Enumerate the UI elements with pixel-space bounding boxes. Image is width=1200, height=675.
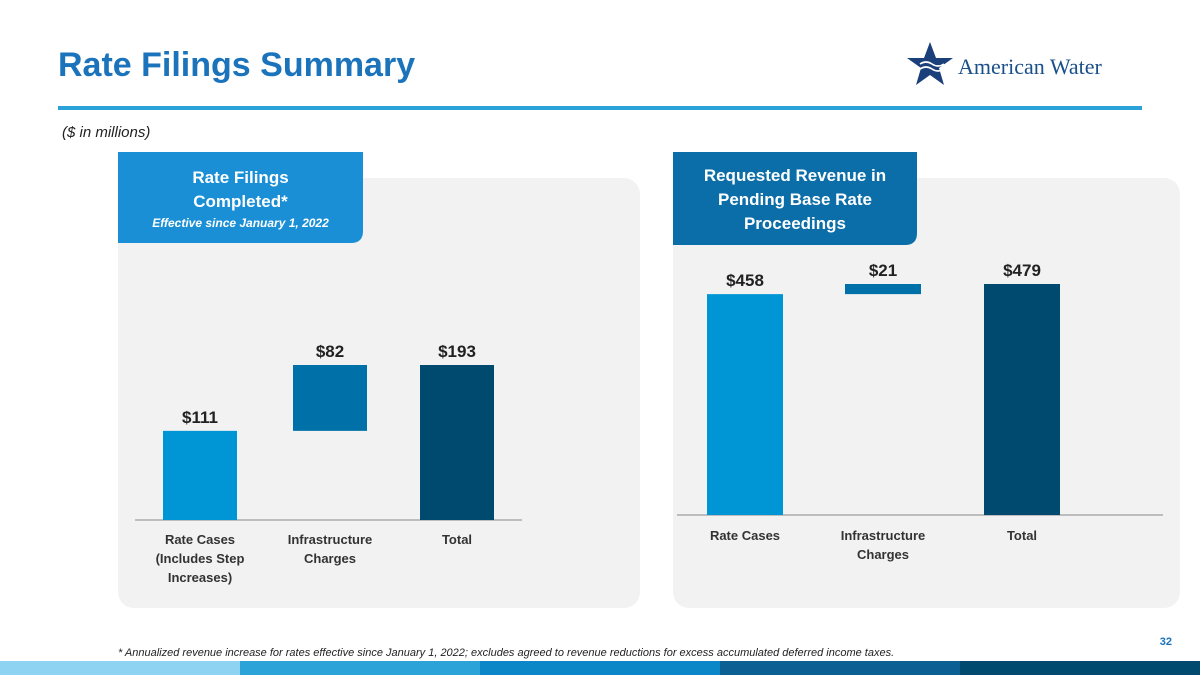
bar [163,430,237,520]
x-tick-label: Total [1006,528,1038,543]
slide-subtitle: ($ in millions) [62,124,150,141]
left-panel [118,178,640,608]
data-label: $193 [438,342,476,361]
x-tick-label: Rate Cases (Includes Step Increases) [155,532,245,585]
logo-text: American Water [958,54,1102,79]
header-rule [58,106,1142,110]
data-label: $458 [726,271,764,290]
x-tick-label: Infrastructure Charges [287,532,373,566]
right-tab [673,152,917,245]
footer-band [240,661,480,675]
x-tick-label: Infrastructure Charges [840,528,926,562]
bar [845,284,921,295]
right-tab-text: Requested Revenue in Pending Base Rate P… [673,164,917,236]
data-label: $21 [869,261,897,280]
footer-band [960,661,1200,675]
slide-title: Rate Filings Summary [58,46,415,84]
panel-subtitle: Effective since January 1, 2022 [152,216,329,230]
data-label: $111 [182,408,218,427]
page-number: 32 [1160,636,1172,648]
data-label: $82 [316,342,344,361]
bar [984,284,1060,515]
x-tick-label: Total [441,532,473,547]
left-tab [118,152,363,243]
footnote: * Annualized revenue increase for rates … [118,647,894,659]
panel-title: Rate Filings Completed* [192,168,289,211]
bar [420,365,494,520]
panel-title: Requested Revenue in Pending Base Rate P… [703,166,887,233]
footer-band [480,661,720,675]
logo-waves [919,61,945,72]
bar [707,294,783,515]
footer-band [720,661,960,675]
bar [293,365,367,431]
data-label: $479 [1003,261,1041,280]
footer-band [0,661,240,675]
x-tick-label: Rate Cases [709,528,781,543]
left-tab-text: Rate Filings Completed* Effective since … [118,166,363,230]
